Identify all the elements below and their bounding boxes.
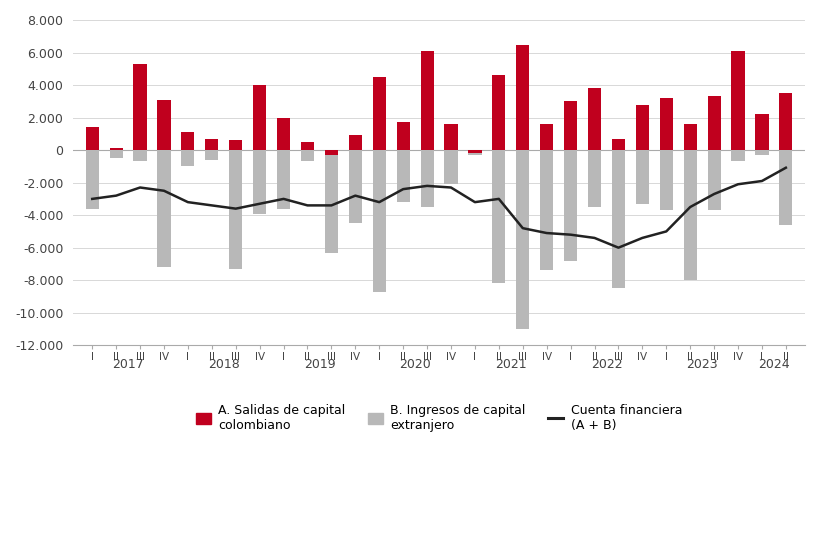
Bar	[110, 148, 123, 150]
Bar	[515, 150, 529, 329]
Text: 2022: 2022	[590, 358, 622, 371]
Bar	[133, 150, 147, 161]
Bar	[277, 117, 290, 150]
Bar	[396, 150, 410, 202]
Bar	[515, 45, 529, 150]
Text: 2021: 2021	[495, 358, 526, 371]
Bar	[635, 105, 648, 150]
Bar	[205, 138, 218, 150]
Legend: A. Salidas de capital
colombiano, B. Ingresos de capital
extranjero, Cuenta fina: A. Salidas de capital colombiano, B. Ing…	[191, 398, 686, 437]
Bar	[659, 150, 672, 211]
Text: 2023: 2023	[686, 358, 717, 371]
Bar	[611, 138, 624, 150]
Bar	[683, 124, 696, 150]
Bar	[659, 98, 672, 150]
Text: 2019: 2019	[303, 358, 335, 371]
Bar	[324, 150, 337, 155]
Bar	[324, 150, 337, 253]
Bar	[253, 85, 266, 150]
Bar	[731, 51, 744, 150]
Bar	[754, 114, 767, 150]
Bar	[683, 150, 696, 280]
Text: 2018: 2018	[208, 358, 239, 371]
Bar	[229, 150, 242, 269]
Bar	[133, 64, 147, 150]
Bar	[253, 150, 266, 213]
Bar	[778, 93, 791, 150]
Bar	[110, 150, 123, 158]
Bar	[491, 150, 505, 284]
Bar	[420, 51, 433, 150]
Bar	[420, 150, 433, 207]
Bar	[396, 122, 410, 150]
Bar	[540, 124, 553, 150]
Bar	[181, 150, 194, 166]
Bar	[372, 150, 386, 291]
Bar	[85, 150, 98, 209]
Bar	[444, 124, 457, 150]
Bar	[157, 150, 170, 267]
Bar	[468, 150, 481, 155]
Text: 2017: 2017	[112, 358, 144, 371]
Bar	[85, 127, 98, 150]
Bar	[229, 140, 242, 150]
Bar	[563, 150, 577, 261]
Bar	[587, 150, 600, 207]
Bar	[301, 150, 314, 161]
Bar	[754, 150, 767, 155]
Bar	[778, 150, 791, 225]
Bar	[444, 150, 457, 184]
Bar	[348, 150, 361, 223]
Text: 2024: 2024	[758, 358, 789, 371]
Bar	[157, 100, 170, 150]
Bar	[707, 150, 720, 211]
Bar	[205, 150, 218, 160]
Bar	[540, 150, 553, 270]
Bar	[372, 77, 386, 150]
Bar	[635, 150, 648, 204]
Bar	[277, 150, 290, 209]
Bar	[587, 88, 600, 150]
Bar	[611, 150, 624, 288]
Bar	[301, 142, 314, 150]
Bar	[563, 101, 577, 150]
Bar	[491, 75, 505, 150]
Bar	[707, 96, 720, 150]
Bar	[181, 132, 194, 150]
Bar	[348, 136, 361, 150]
Text: 2020: 2020	[399, 358, 431, 371]
Bar	[468, 150, 481, 153]
Bar	[731, 150, 744, 161]
